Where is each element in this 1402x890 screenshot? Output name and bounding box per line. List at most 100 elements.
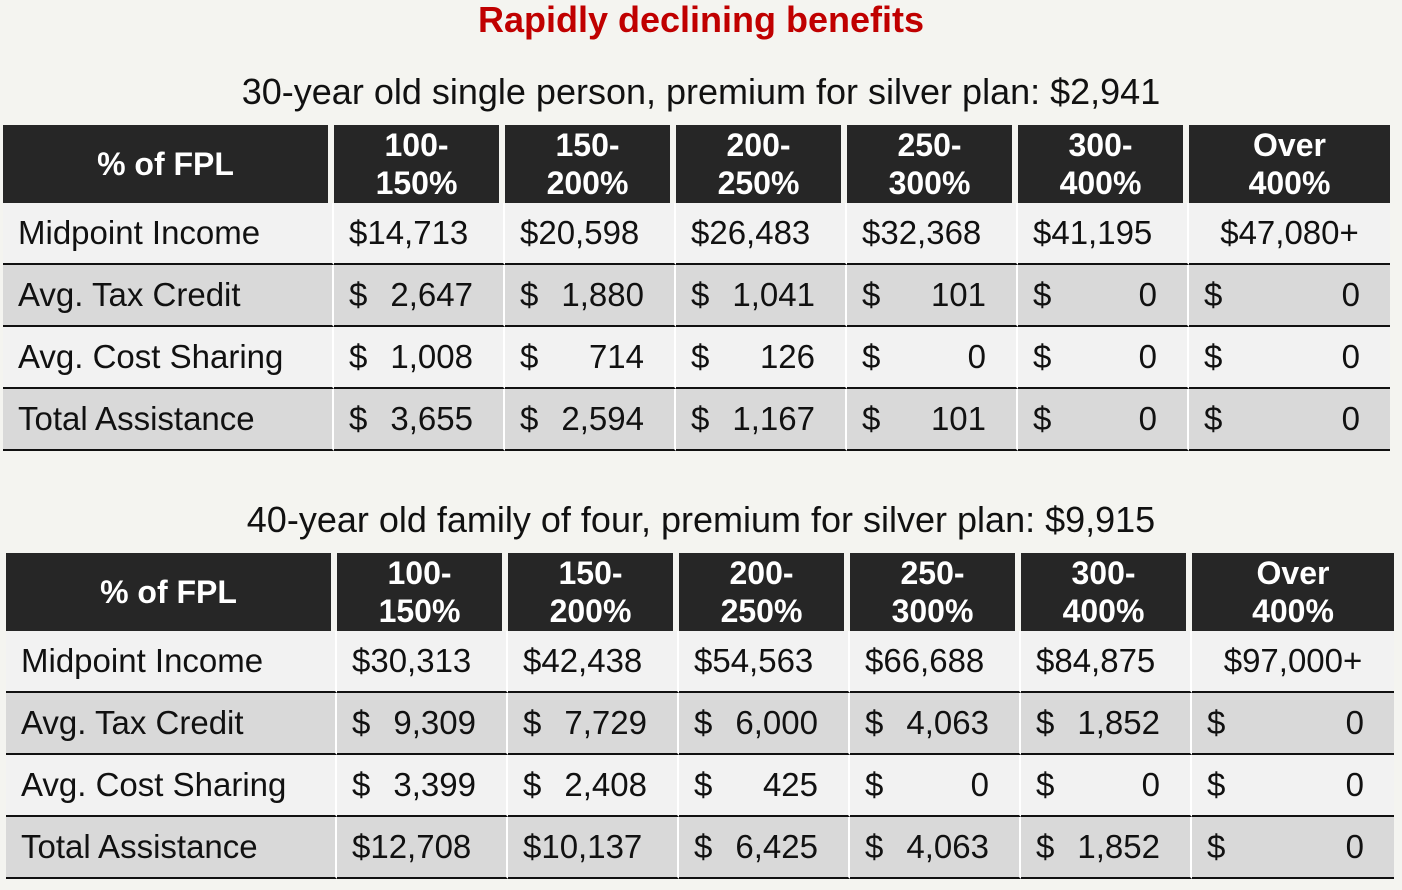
- cell-amount: 1,852: [1077, 828, 1160, 865]
- table-cell: $1,852: [1021, 817, 1192, 879]
- currency-symbol: $: [1036, 704, 1055, 741]
- table-cell: $42,438: [508, 631, 679, 693]
- table-cell: $84,875: [1021, 631, 1192, 693]
- cell-amount: 4,063: [906, 704, 989, 741]
- cell-amount: 126: [759, 338, 815, 375]
- cell-amount: 101: [930, 400, 986, 437]
- table-cell: $1,008: [334, 327, 505, 389]
- table-cell: $97,000+: [1192, 631, 1394, 693]
- column-header-line: 150%: [378, 593, 461, 629]
- column-header-line: 250-: [897, 127, 962, 163]
- currency-symbol: $: [865, 766, 884, 803]
- table-cell: $10,137: [508, 817, 679, 879]
- currency-symbol: $: [862, 276, 881, 313]
- table-cell: $14,713: [334, 203, 505, 265]
- currency-symbol: $: [691, 338, 710, 375]
- header-row: % of FPL 100- 150% 150- 200% 200- 250% 250- 300%…: [6, 553, 1394, 631]
- cell-amount: 0: [1341, 400, 1360, 437]
- table-row: Avg. Tax Credit $2,647 $1,880 $1,041 $101 $0 $…: [3, 265, 1390, 327]
- column-header-line: Over: [1256, 555, 1330, 591]
- fpl-column-header: 300- 400%: [1021, 553, 1192, 631]
- row-label: Avg. Tax Credit: [3, 265, 334, 327]
- row-label: Avg. Cost Sharing: [3, 327, 334, 389]
- table-row: Avg. Tax Credit $9,309 $7,729 $6,000 $4,063 $…: [6, 693, 1394, 755]
- column-header-line: 300%: [891, 593, 974, 629]
- fpl-header-label: % of FPL: [6, 553, 337, 631]
- table-cell: $26,483: [676, 203, 847, 265]
- table-cell: $2,647: [334, 265, 505, 327]
- column-header-line: 400%: [1059, 165, 1142, 201]
- table-cell: $0: [1021, 755, 1192, 817]
- cell-amount: 1,041: [732, 276, 815, 313]
- cell-amount: 3,399: [393, 766, 476, 803]
- row-label: Total Assistance: [6, 817, 337, 879]
- cell-amount: 2,594: [561, 400, 644, 437]
- cell-amount: 714: [588, 338, 644, 375]
- currency-symbol: $: [1036, 828, 1055, 865]
- currency-symbol: $: [862, 400, 881, 437]
- header-row: % of FPL 100- 150% 150- 200% 200- 250% 250- 300%…: [3, 125, 1390, 203]
- table-cell: $0: [1192, 755, 1394, 817]
- fpl-column-header: 250- 300%: [847, 125, 1018, 203]
- fpl-column-header: 200- 250%: [679, 553, 850, 631]
- table-cell: $3,399: [337, 755, 508, 817]
- column-header-line: 400%: [1248, 165, 1331, 201]
- table-cell: $1,167: [676, 389, 847, 451]
- table-cell: $101: [847, 389, 1018, 451]
- table-cell: $66,688: [850, 631, 1021, 693]
- currency-symbol: $: [349, 338, 368, 375]
- currency-symbol: $: [1204, 400, 1223, 437]
- table-cell: $6,425: [679, 817, 850, 879]
- table-cell: $0: [1192, 693, 1394, 755]
- table-cell: $0: [1189, 327, 1390, 389]
- cell-amount: 0: [1345, 828, 1364, 865]
- table-cell: $425: [679, 755, 850, 817]
- fpl-header-label: % of FPL: [3, 125, 334, 203]
- table-cell: $3,655: [334, 389, 505, 451]
- table-cell: $0: [1189, 389, 1390, 451]
- table-cell: $30,313: [337, 631, 508, 693]
- column-header-line: 150-: [555, 127, 620, 163]
- table-cell: $0: [1018, 265, 1189, 327]
- currency-symbol: $: [1207, 766, 1226, 803]
- column-header-line: 150-: [558, 555, 623, 591]
- table-cell: $2,594: [505, 389, 676, 451]
- currency-symbol: $: [865, 704, 884, 741]
- currency-symbol: $: [1033, 400, 1052, 437]
- column-header-line: 400%: [1062, 593, 1145, 629]
- column-header-line: 250-: [900, 555, 965, 591]
- row-label: Total Assistance: [3, 389, 334, 451]
- currency-symbol: $: [691, 400, 710, 437]
- cell-amount: 6,425: [735, 828, 818, 865]
- column-header-line: 400%: [1252, 593, 1334, 629]
- table-cell: $101: [847, 265, 1018, 327]
- table-cell: $32,368: [847, 203, 1018, 265]
- table-row: Total Assistance $3,655 $2,594 $1,167 $101 $0…: [3, 389, 1390, 451]
- fpl-column-header: 100- 150%: [334, 125, 505, 203]
- cell-amount: 1,880: [561, 276, 644, 313]
- cell-amount: 3,655: [390, 400, 473, 437]
- column-header-line: 150%: [375, 165, 458, 201]
- fpl-column-header: Over 400%: [1189, 125, 1390, 203]
- table-cell: $0: [1018, 327, 1189, 389]
- cell-amount: 0: [970, 766, 989, 803]
- table-row: Midpoint Income $30,313 $42,438 $54,563 $66,…: [6, 631, 1394, 693]
- table-cell: $20,598: [505, 203, 676, 265]
- cell-amount: 0: [967, 338, 986, 375]
- table-cell: $1,880: [505, 265, 676, 327]
- page-title: Rapidly declining benefits: [477, 0, 925, 40]
- currency-symbol: $: [349, 276, 368, 313]
- column-header-line: 300-: [1071, 555, 1136, 591]
- table-cell: $6,000: [679, 693, 850, 755]
- benefits-table-family: % of FPL 100- 150% 150- 200% 200- 250% 250- 300%…: [6, 553, 1394, 879]
- cell-amount: 0: [1138, 338, 1157, 375]
- currency-symbol: $: [691, 276, 710, 313]
- currency-symbol: $: [520, 276, 539, 313]
- currency-symbol: $: [349, 400, 368, 437]
- column-header-line: 200%: [549, 593, 632, 629]
- benefits-table-single: % of FPL 100- 150% 150- 200% 200- 250% 250- 300%…: [3, 125, 1390, 451]
- table-cell: $41,195: [1018, 203, 1189, 265]
- cell-amount: 1,852: [1077, 704, 1160, 741]
- row-label: Avg. Tax Credit: [6, 693, 337, 755]
- column-header-line: Over: [1253, 127, 1326, 163]
